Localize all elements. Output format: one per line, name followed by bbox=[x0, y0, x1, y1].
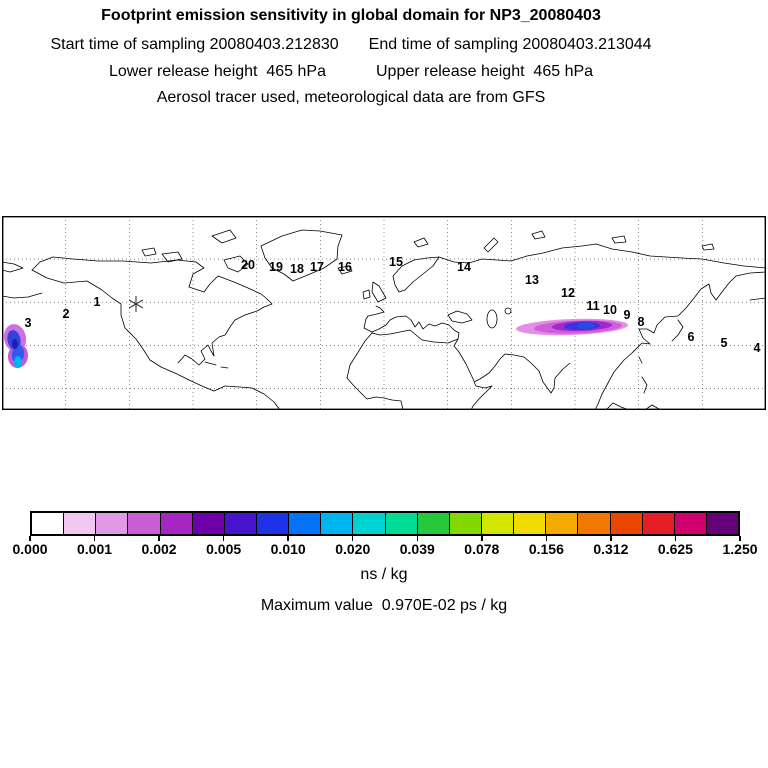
release-point-asterisk-icon bbox=[128, 296, 144, 312]
map-grid bbox=[2, 216, 766, 410]
emission-plumes bbox=[3, 318, 628, 368]
trajectory-point-label: 19 bbox=[269, 260, 283, 274]
pacific-plume bbox=[12, 339, 18, 349]
colorbar-tick-label: 0.001 bbox=[77, 541, 113, 557]
start-time-text: Start time of sampling 20080403.212830 bbox=[50, 36, 339, 53]
trajectory-point-label: 11 bbox=[586, 299, 599, 313]
colorbar-cell bbox=[641, 513, 674, 534]
pacific-plume bbox=[14, 356, 22, 368]
colorbar-cell bbox=[320, 513, 353, 534]
map-frame bbox=[2, 216, 766, 410]
colorbar-tick-label: 0.002 bbox=[141, 541, 177, 557]
colorbar-cell bbox=[416, 513, 449, 534]
colorbar-tick bbox=[29, 536, 31, 541]
colorbar-tick bbox=[416, 536, 419, 541]
trajectory-point-label: 14 bbox=[457, 260, 471, 274]
asia-plume bbox=[577, 322, 595, 330]
colorbar-cell bbox=[352, 513, 385, 534]
colorbar-cell bbox=[480, 513, 514, 534]
colorbar-cell bbox=[448, 513, 481, 534]
trajectory-point-label: 5 bbox=[721, 336, 728, 350]
trajectory-point-label: 6 bbox=[688, 330, 695, 344]
colorbar-tick bbox=[158, 536, 160, 541]
trajectory-point-label: 17 bbox=[310, 260, 324, 274]
colorbar-cell bbox=[577, 513, 610, 534]
colorbar-cell bbox=[705, 513, 739, 534]
sampling-times-line: Start time of sampling 20080403.212830 E… bbox=[0, 36, 702, 54]
colorbar-cell bbox=[288, 513, 321, 534]
trajectory-point-label: 13 bbox=[525, 273, 539, 287]
colorbar-tick-label: 0.010 bbox=[270, 541, 306, 557]
colorbar-units-label: ns / kg bbox=[360, 566, 408, 583]
colorbar-tick-label: 0.078 bbox=[464, 541, 500, 557]
trajectory-point-label: 2 bbox=[63, 307, 70, 321]
trajectory-point-label: 18 bbox=[290, 262, 304, 276]
colorbar-tick bbox=[222, 536, 225, 541]
colorbar-tick-label: 0.020 bbox=[335, 541, 371, 557]
colorbar-cell bbox=[191, 513, 224, 534]
colorbar-cell bbox=[609, 513, 642, 534]
colorbar-tick bbox=[545, 536, 548, 541]
colorbar-cell bbox=[159, 513, 192, 534]
colorbar-tick-label: 0.039 bbox=[399, 541, 435, 557]
tracer-info-line: Aerosol tracer used, meteorological data… bbox=[156, 89, 546, 106]
colorbar-tick bbox=[351, 536, 354, 541]
upper-release-text: Upper release height 465 hPa bbox=[376, 63, 594, 80]
end-time-text: End time of sampling 20080403.213044 bbox=[368, 36, 652, 53]
colorbar-tick-label: 0.156 bbox=[528, 541, 564, 557]
colorbar-tick-label: 0.625 bbox=[657, 541, 693, 557]
colorbar-tick-label: 0.000 bbox=[12, 541, 48, 557]
trajectory-point-label: 16 bbox=[338, 260, 352, 274]
lower-release-text: Lower release height 465 hPa bbox=[108, 63, 326, 80]
colorbar bbox=[30, 511, 740, 536]
colorbar-cell bbox=[673, 513, 706, 534]
trajectory-point-label: 3 bbox=[25, 316, 32, 330]
colorbar-tick bbox=[481, 536, 483, 541]
trajectory-point-label: 15 bbox=[389, 255, 403, 269]
max-value-label: Maximum value 0.970E-02 ps / kg bbox=[260, 597, 508, 614]
colorbar-tick bbox=[287, 536, 289, 541]
plot-title: Footprint emission sensitivity in global… bbox=[101, 7, 601, 24]
trajectory-point-label: 1 bbox=[94, 295, 101, 309]
colorbar-cell bbox=[513, 513, 546, 534]
trajectory-point-label: 8 bbox=[638, 315, 645, 329]
colorbar-tick-label: 1.250 bbox=[722, 541, 758, 557]
colorbar-cell bbox=[255, 513, 289, 534]
colorbar-cell bbox=[127, 513, 160, 534]
colorbar-tick bbox=[674, 536, 677, 541]
colorbar-cell bbox=[32, 513, 64, 534]
trajectory-point-label: 9 bbox=[624, 308, 631, 322]
trajectory-point-label: 12 bbox=[561, 286, 575, 300]
colorbar-cell bbox=[63, 513, 96, 534]
trajectory-point-label: 20 bbox=[241, 258, 255, 272]
colorbar-tick-label: 0.005 bbox=[206, 541, 242, 557]
colorbar-tick bbox=[739, 536, 741, 541]
colorbar-cell bbox=[384, 513, 417, 534]
colorbar-cell bbox=[95, 513, 128, 534]
colorbar-tick bbox=[93, 536, 96, 541]
colorbar-cell bbox=[223, 513, 256, 534]
release-heights-line: Lower release height 465 hPa Upper relea… bbox=[0, 63, 702, 81]
trajectory-point-label: 4 bbox=[754, 341, 761, 355]
colorbar-tick bbox=[610, 536, 612, 541]
colorbar-cell bbox=[545, 513, 578, 534]
colorbar-tick-label: 0.312 bbox=[593, 541, 629, 557]
trajectory-point-label: 10 bbox=[603, 303, 617, 317]
coastlines bbox=[2, 229, 766, 410]
